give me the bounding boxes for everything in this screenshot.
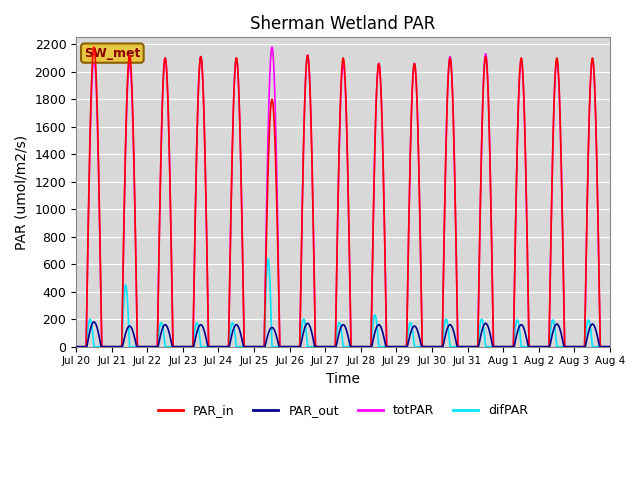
Y-axis label: PAR (umol/m2/s): PAR (umol/m2/s) bbox=[15, 134, 29, 250]
Text: SW_met: SW_met bbox=[84, 47, 141, 60]
X-axis label: Time: Time bbox=[326, 372, 360, 386]
Title: Sherman Wetland PAR: Sherman Wetland PAR bbox=[250, 15, 436, 33]
Legend: PAR_in, PAR_out, totPAR, difPAR: PAR_in, PAR_out, totPAR, difPAR bbox=[153, 399, 533, 422]
